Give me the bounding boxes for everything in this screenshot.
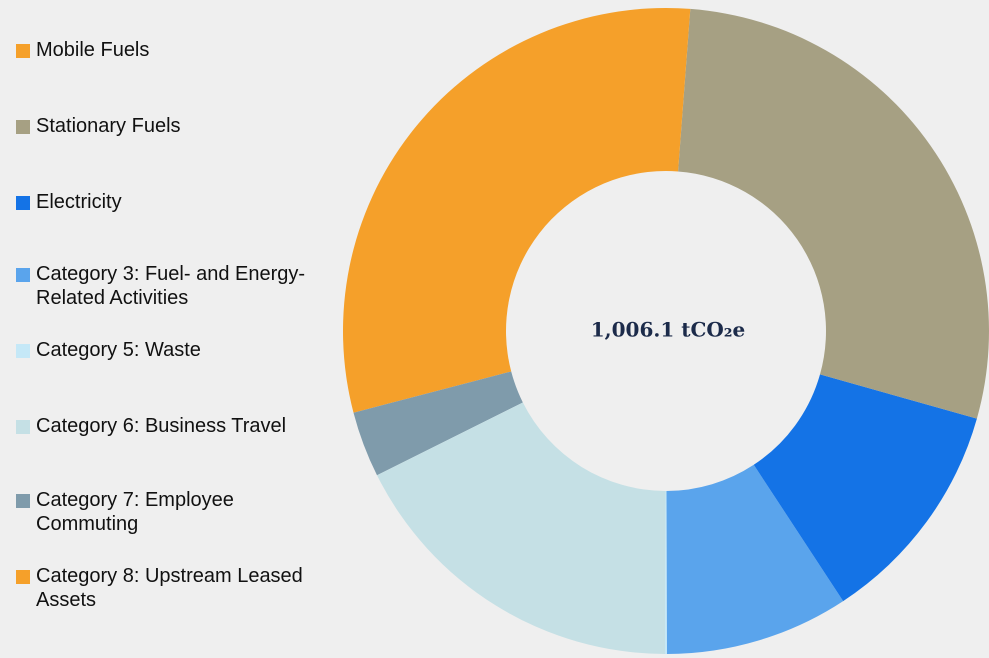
donut-slice <box>353 371 523 476</box>
donut-slice <box>343 8 666 413</box>
legend-swatch <box>16 44 30 58</box>
legend-swatch <box>16 268 30 282</box>
legend-swatch <box>16 570 30 584</box>
legend-label: Stationary Fuels <box>36 115 181 137</box>
legend-label: Category 6: Business Travel <box>36 415 287 437</box>
legend-swatch <box>16 344 30 358</box>
legend-swatch <box>16 196 30 210</box>
legend-label: Mobile Fuels <box>36 39 150 61</box>
donut-slice <box>666 464 844 654</box>
legend: Mobile Fuels Stationary Fuels Electricity C… <box>0 0 340 658</box>
legend-label: Category 3: Fuel- and Energy-Related Act… <box>36 263 306 309</box>
center-label: 1,006.1 tCO₂e <box>591 318 746 342</box>
legend-label: Electricity <box>36 191 122 213</box>
donut-slice <box>666 8 691 172</box>
donut-slice <box>664 490 668 655</box>
legend-swatch <box>16 420 30 434</box>
legend-swatch <box>16 494 30 508</box>
legend-label: Category 7: Employee Commuting <box>36 489 234 535</box>
legend-label: Category 8: Upstream Leased Assets <box>36 565 303 611</box>
donut-slice <box>753 374 977 602</box>
donut-slice <box>376 402 666 654</box>
legend-label: Category 5: Waste <box>36 339 201 361</box>
donut-slice <box>678 8 989 419</box>
legend-swatch <box>16 120 30 134</box>
